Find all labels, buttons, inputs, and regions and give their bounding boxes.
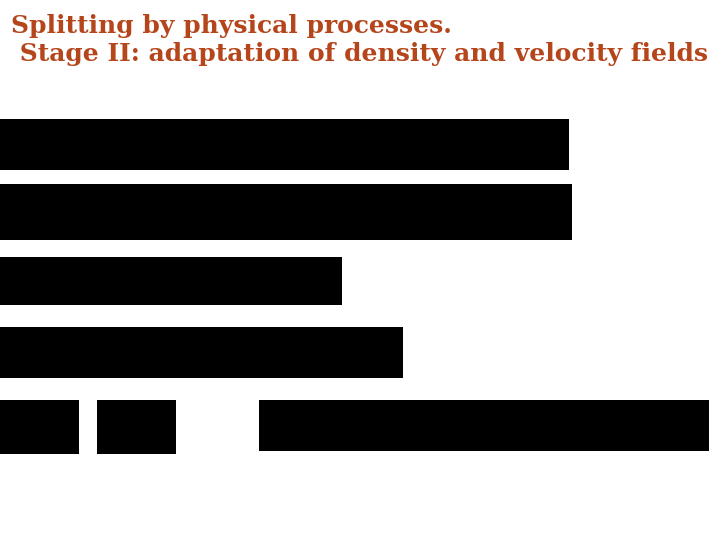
Bar — [0, 184, 572, 240]
Text: Splitting by physical processes.
 Stage II: adaptation of density and velocity f: Splitting by physical processes. Stage I… — [11, 14, 708, 66]
Bar — [97, 400, 176, 454]
Bar — [0, 327, 403, 378]
Bar — [259, 400, 709, 451]
Bar — [0, 256, 342, 305]
Bar — [0, 400, 79, 454]
Bar — [0, 119, 569, 170]
